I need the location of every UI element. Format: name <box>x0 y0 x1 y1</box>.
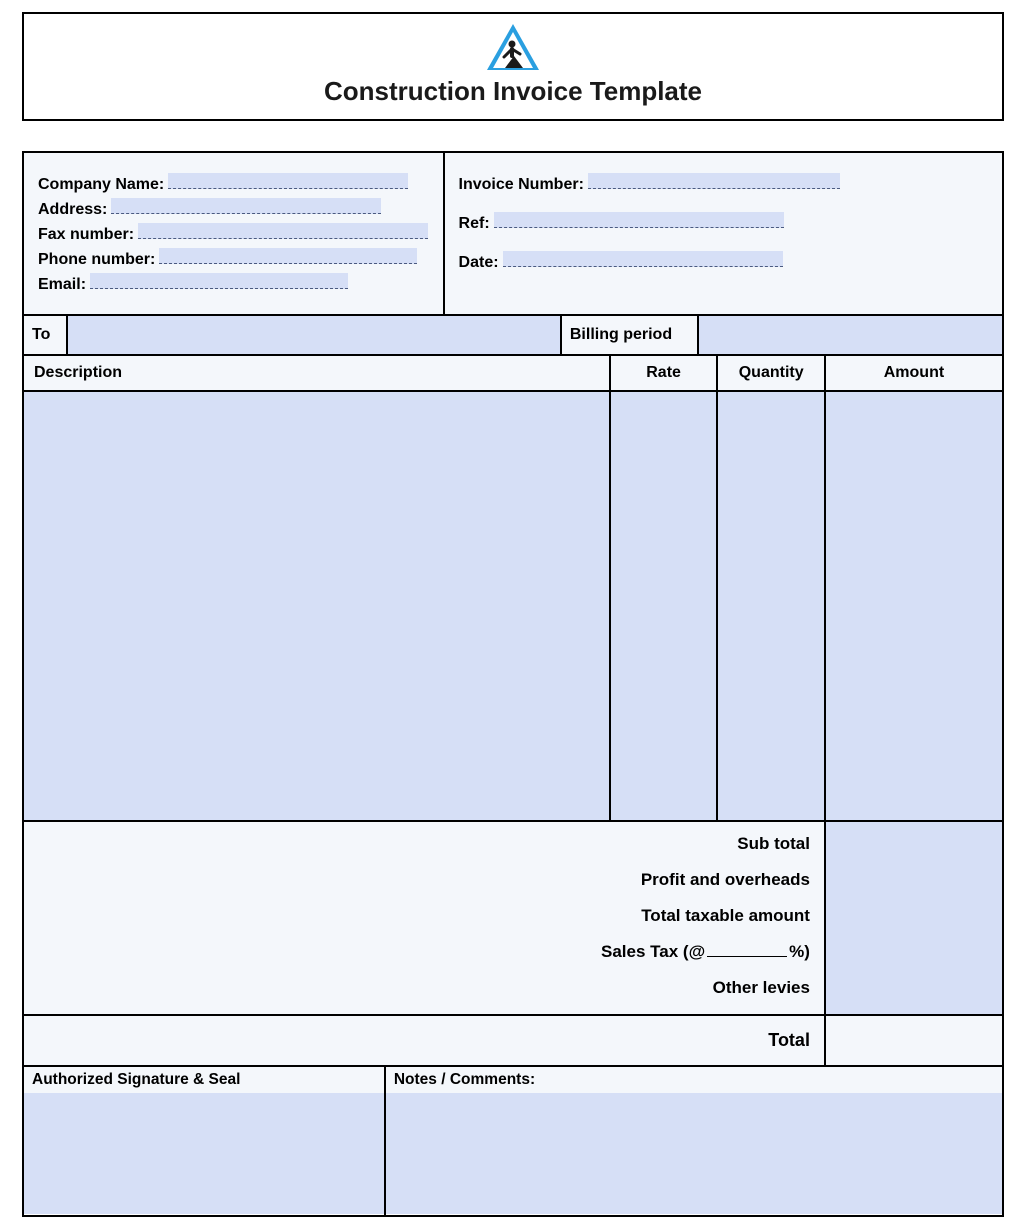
grand-total-row: Total <box>24 1014 1002 1065</box>
phone-label: Phone number: <box>38 251 155 268</box>
notes-area[interactable] <box>386 1093 1002 1214</box>
billing-period-input[interactable] <box>699 316 1002 354</box>
taxable-label: Total taxable amount <box>38 906 810 926</box>
signature-label: Authorized Signature & Seal <box>24 1067 384 1093</box>
address-input[interactable] <box>111 198 381 214</box>
page-title: Construction Invoice Template <box>24 76 1002 107</box>
company-block: Company Name: Address: Fax number: Phone… <box>24 153 445 314</box>
table-header: Description Rate Quantity Amount <box>24 354 1002 390</box>
footer-row: Authorized Signature & Seal Notes / Comm… <box>24 1065 1002 1215</box>
billing-period-label: Billing period <box>562 316 699 354</box>
phone-input[interactable] <box>159 248 417 264</box>
ref-label: Ref: <box>459 215 490 232</box>
invoice-block: Invoice Number: Ref: Date: <box>445 153 1002 314</box>
fax-input[interactable] <box>138 223 428 239</box>
rate-input-area[interactable] <box>611 392 719 820</box>
totals-amounts[interactable] <box>826 822 1002 1014</box>
date-input[interactable] <box>503 251 783 267</box>
header-row: Company Name: Address: Fax number: Phone… <box>24 153 1002 314</box>
email-label: Email: <box>38 276 86 293</box>
levies-label: Other levies <box>38 978 810 998</box>
amount-input-area[interactable] <box>826 392 1002 820</box>
sales-tax-pre: Sales Tax (@ <box>601 942 705 961</box>
notes-label: Notes / Comments: <box>386 1067 1002 1093</box>
subtotal-label: Sub total <box>38 834 810 854</box>
notes-block: Notes / Comments: <box>386 1067 1002 1215</box>
grand-total-value[interactable] <box>826 1016 1002 1065</box>
description-input-area[interactable] <box>24 392 611 820</box>
invoice-number-label: Invoice Number: <box>459 176 584 193</box>
invoice-number-input[interactable] <box>588 173 840 189</box>
signature-area[interactable] <box>24 1093 384 1214</box>
totals-labels: Sub total Profit and overheads Total tax… <box>24 822 826 1014</box>
email-input[interactable] <box>90 273 348 289</box>
to-billing-row: To Billing period <box>24 314 1002 354</box>
grand-total-label: Total <box>24 1016 826 1065</box>
title-box: Construction Invoice Template <box>22 12 1004 121</box>
quantity-input-area[interactable] <box>718 392 826 820</box>
address-label: Address: <box>38 201 107 218</box>
date-label: Date: <box>459 254 499 271</box>
sales-tax-post: %) <box>789 942 810 961</box>
col-rate: Rate <box>611 356 719 390</box>
to-label: To <box>24 316 68 354</box>
construction-icon <box>483 22 543 74</box>
sales-tax-rate-input[interactable] <box>707 956 787 957</box>
table-body <box>24 390 1002 820</box>
company-name-label: Company Name: <box>38 176 164 193</box>
col-quantity: Quantity <box>718 356 826 390</box>
invoice-box: Company Name: Address: Fax number: Phone… <box>22 151 1004 1217</box>
sales-tax-label: Sales Tax (@%) <box>38 942 810 962</box>
col-description: Description <box>24 356 611 390</box>
fax-label: Fax number: <box>38 226 134 243</box>
ref-input[interactable] <box>494 212 784 228</box>
totals-block: Sub total Profit and overheads Total tax… <box>24 820 1002 1014</box>
company-name-input[interactable] <box>168 173 408 189</box>
to-input[interactable] <box>68 316 562 354</box>
col-amount: Amount <box>826 356 1002 390</box>
profit-label: Profit and overheads <box>38 870 810 890</box>
signature-block: Authorized Signature & Seal <box>24 1067 386 1215</box>
